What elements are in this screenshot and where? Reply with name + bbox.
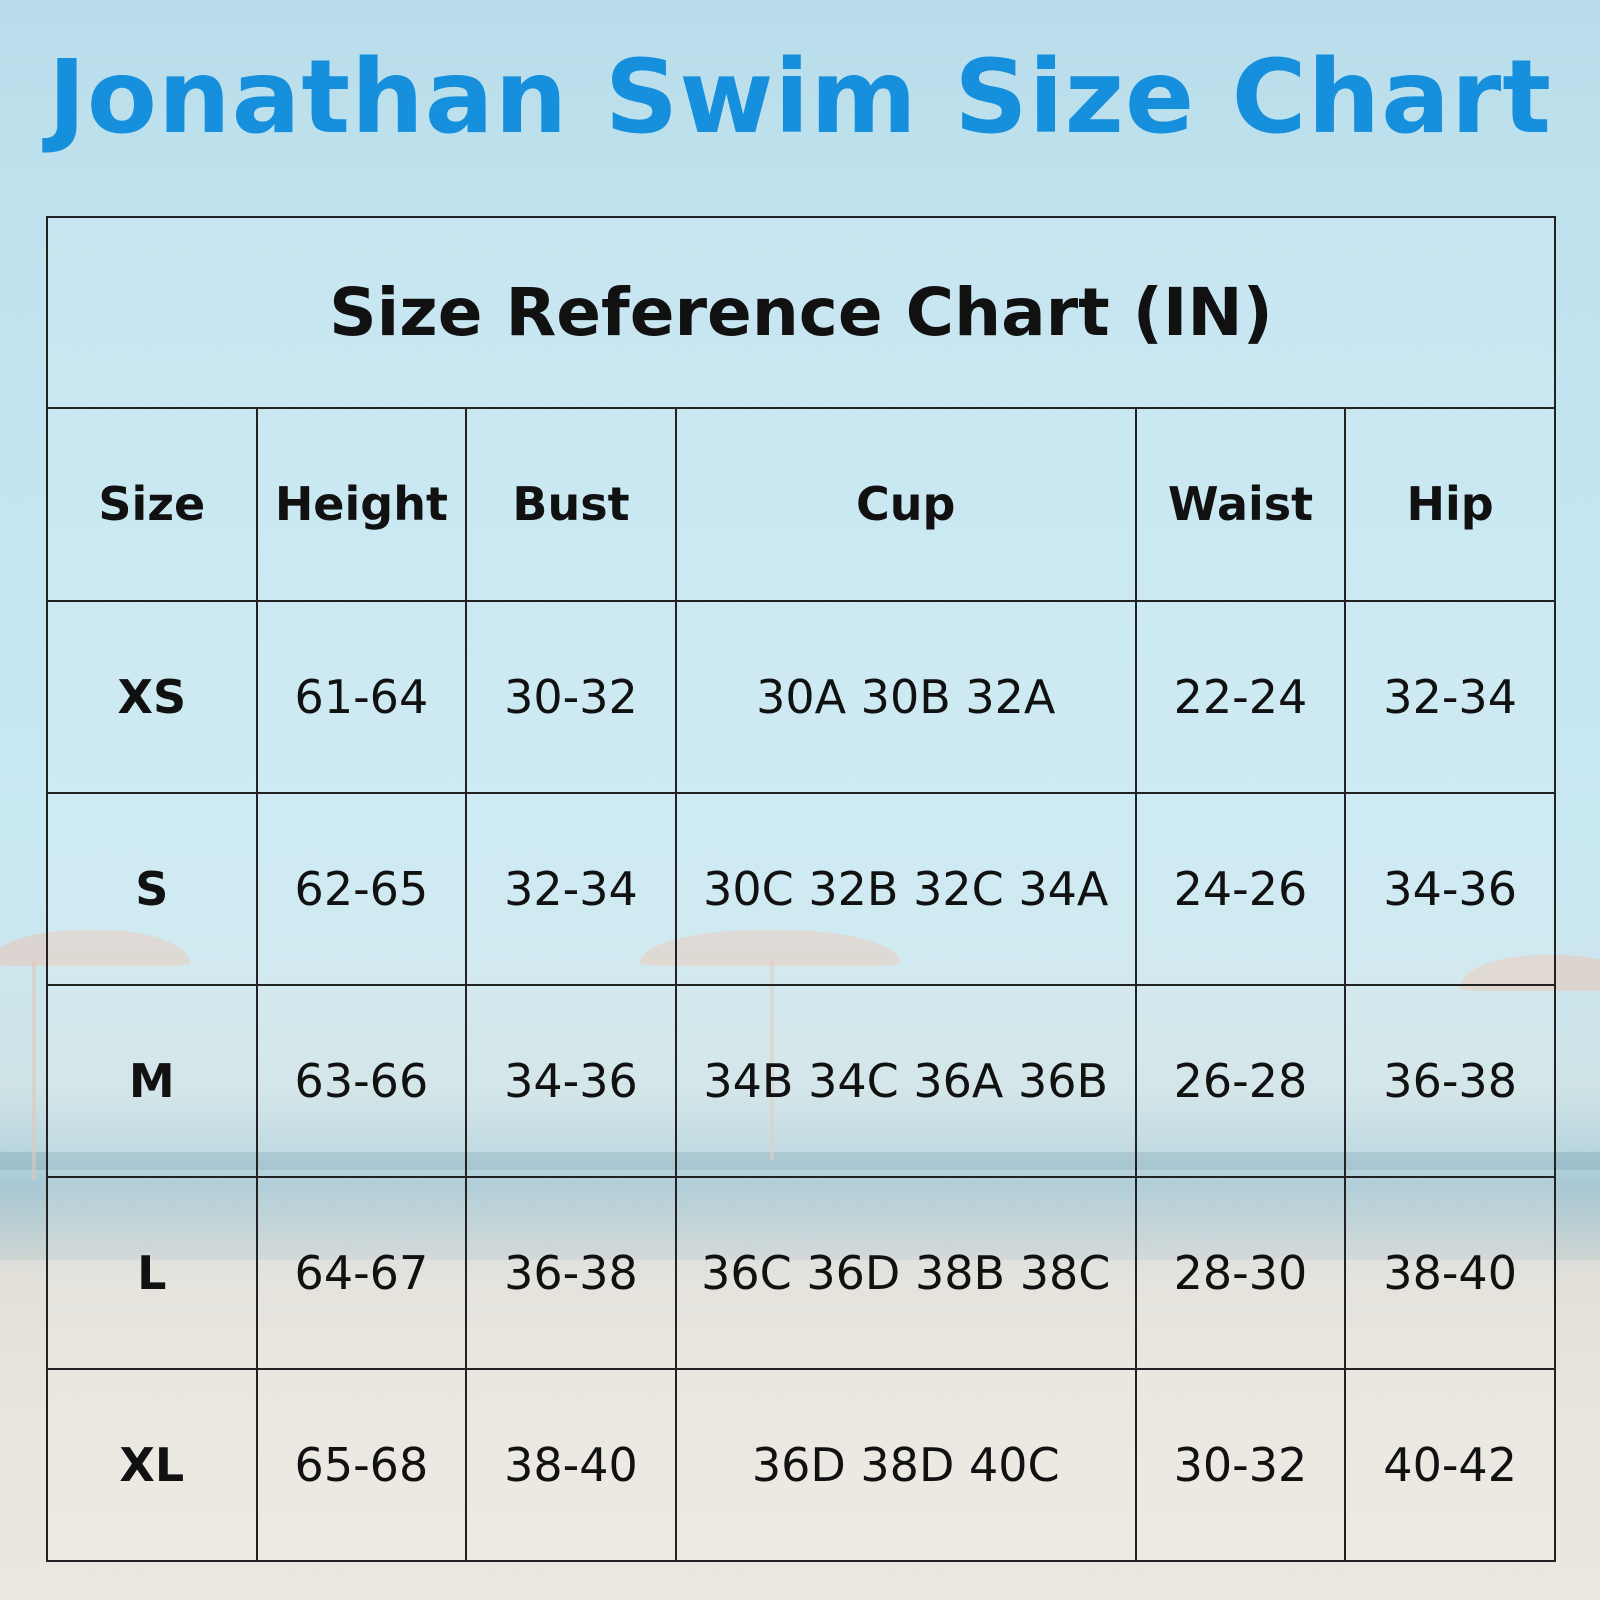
header-hip: Hip <box>1344 406 1556 602</box>
bust-cell: 30-32 <box>465 599 677 794</box>
bust-cell: 38-40 <box>465 1367 677 1563</box>
cup-cell: 34B 34C 36A 36B <box>674 983 1137 1178</box>
table-caption: Size Reference Chart (IN) <box>46 216 1556 409</box>
bust-cell: 32-34 <box>465 791 677 986</box>
header-bust: Bust <box>465 406 677 602</box>
header-size: Size <box>46 406 258 602</box>
cup-cell: 30A 30B 32A <box>674 599 1137 794</box>
waist-cell: 22-24 <box>1134 599 1347 794</box>
waist-cell: 28-30 <box>1134 1175 1347 1370</box>
table-row: L 64-67 36-38 36C 36D 38B 38C 28-30 38-4… <box>46 1175 1556 1370</box>
size-cell: S <box>46 791 258 986</box>
table-caption-row: Size Reference Chart (IN) <box>46 216 1556 409</box>
size-cell: L <box>46 1175 258 1370</box>
header-height: Height <box>255 406 468 602</box>
height-cell: 62-65 <box>255 791 468 986</box>
waist-cell: 30-32 <box>1134 1367 1347 1563</box>
table-row: XL 65-68 38-40 36D 38D 40C 30-32 40-42 <box>46 1367 1556 1563</box>
waist-cell: 24-26 <box>1134 791 1347 986</box>
header-cup: Cup <box>674 406 1137 602</box>
cup-cell: 36C 36D 38B 38C <box>674 1175 1137 1370</box>
size-cell: XL <box>46 1367 258 1563</box>
height-cell: 65-68 <box>255 1367 468 1563</box>
bust-cell: 34-36 <box>465 983 677 1178</box>
size-cell: M <box>46 983 258 1178</box>
hip-cell: 40-42 <box>1344 1367 1556 1563</box>
table-header-row: Size Height Bust Cup Waist Hip <box>46 406 1556 602</box>
height-cell: 61-64 <box>255 599 468 794</box>
size-chart-table: Size Reference Chart (IN) Size Height Bu… <box>46 216 1556 1563</box>
page-title: Jonathan Swim Size Chart <box>47 38 1553 157</box>
bust-cell: 36-38 <box>465 1175 677 1370</box>
table-row: S 62-65 32-34 30C 32B 32C 34A 24-26 34-3… <box>46 791 1556 986</box>
size-cell: XS <box>46 599 258 794</box>
table-row: XS 61-64 30-32 30A 30B 32A 22-24 32-34 <box>46 599 1556 794</box>
waist-cell: 26-28 <box>1134 983 1347 1178</box>
hip-cell: 32-34 <box>1344 599 1556 794</box>
cup-cell: 30C 32B 32C 34A <box>674 791 1137 986</box>
table-row: M 63-66 34-36 34B 34C 36A 36B 26-28 36-3… <box>46 983 1556 1178</box>
cup-cell: 36D 38D 40C <box>674 1367 1137 1563</box>
height-cell: 63-66 <box>255 983 468 1178</box>
hip-cell: 38-40 <box>1344 1175 1556 1370</box>
hip-cell: 36-38 <box>1344 983 1556 1178</box>
header-waist: Waist <box>1134 406 1347 602</box>
hip-cell: 34-36 <box>1344 791 1556 986</box>
background-umbrella-pole <box>32 960 36 1180</box>
height-cell: 64-67 <box>255 1175 468 1370</box>
